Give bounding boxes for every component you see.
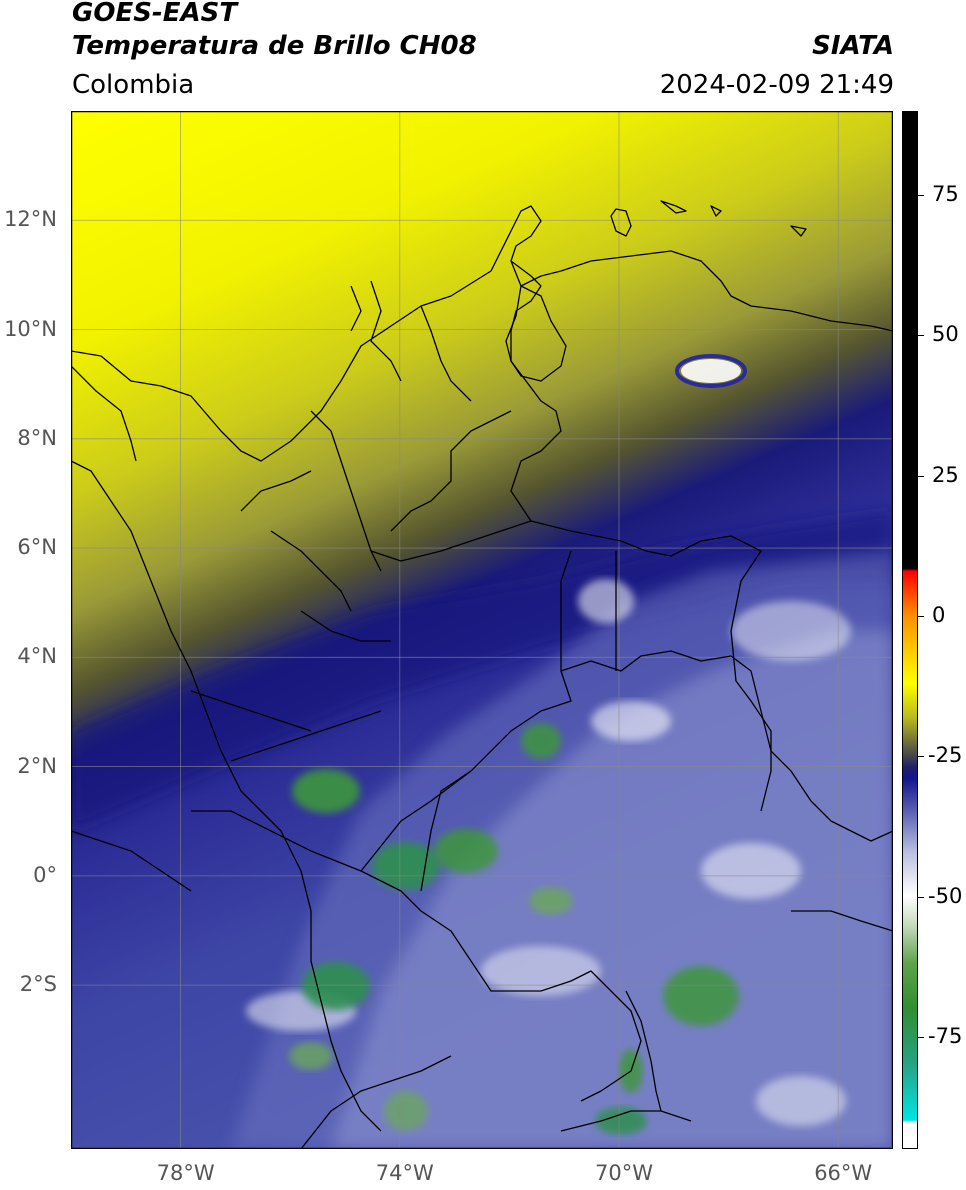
satellite-map [71,111,893,1149]
datetime-label: 2024-02-09 21:49 [659,70,894,100]
map-frame [71,111,893,1149]
colorbar-tick [918,195,924,197]
colorbar-tick [918,615,924,617]
lon-tick-label: 70°W [595,1161,653,1185]
colorbar-tick-label: 0 [932,602,946,627]
colorbar-tick-label: -25 [928,743,963,768]
colorbar-tick-label: -50 [928,883,963,908]
colorbar-tick [918,475,924,477]
colorbar-tick-label: 25 [932,462,959,487]
lat-tick-label: 12°N [4,207,57,232]
colorbar-tick [918,335,924,337]
colorbar-tick [918,1036,924,1038]
lat-tick-label: 6°N [17,535,57,560]
lon-tick-label: 66°W [814,1161,873,1185]
lat-tick-label: 2°S [19,972,57,997]
lat-tick-label: 8°N [17,425,57,450]
lat-tick-label: 2°N [17,753,57,778]
product-title: Temperatura de Brillo CH08 [72,31,477,61]
satellite-title: GOES-EAST [72,0,238,28]
boundaries [71,200,893,1149]
region-label: Colombia [72,70,195,100]
lat-tick-label: 0° [33,862,57,887]
lat-tick-label: 10°N [4,316,57,341]
colorbar-tick [918,896,924,898]
source-label: SIATA [812,31,894,61]
colorbar-tick-label: 50 [932,322,959,347]
colorbar [902,111,918,1149]
lon-tick-label: 78°W [156,1161,215,1185]
colorbar-tick-label: -75 [928,1023,963,1048]
graticule [71,111,893,1149]
lon-tick-label: 74°W [375,1161,434,1185]
colorbar-tick-label: 75 [932,182,959,207]
lat-tick-label: 4°N [17,644,57,669]
colorbar-tick [918,756,924,758]
cloud-layer [71,354,893,1149]
